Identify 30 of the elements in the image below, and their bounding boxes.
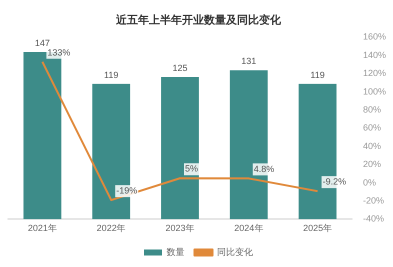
legend-label: 同比变化 [217,246,253,257]
y2-tick-label: -20% [362,195,384,206]
chart-title: 近五年上半年开业数量及同比变化 [115,14,282,27]
data-label: 133% [47,47,70,58]
data-label: 4.8% [254,164,274,174]
data-label: 5% [184,164,198,174]
x-tick-label: 2021年 [28,223,57,234]
y2-tick-label: -40% [362,214,384,224]
y2-tick-label: 20% [362,159,381,170]
y2-tick-label: 0% [362,177,376,188]
x-tick-label: 2024年 [234,223,264,234]
y2-tick-label: 80% [362,104,381,114]
legend-label: 数量 [166,246,184,257]
bar [161,77,199,220]
y2-tick-label: 40% [362,140,381,151]
data-label: 147 [34,38,50,48]
y2-tick-label: 60% [362,122,381,133]
data-label: 125 [172,62,188,73]
y2-tick-label: 160% [362,32,386,42]
x-tick-label: 2022年 [96,223,126,234]
y2-tick-label: 120% [362,68,386,78]
data-label: -19% [116,186,138,196]
data-label: 131 [241,56,256,66]
y2-tick-label: 140% [362,50,386,60]
x-tick-label: 2023年 [165,223,195,234]
data-label: 119 [104,70,118,80]
data-label: -9.2% [322,176,346,187]
y2-tick-label: 100% [362,86,386,96]
x-tick-label: 2025年 [303,223,332,234]
data-label: 119 [310,70,325,80]
